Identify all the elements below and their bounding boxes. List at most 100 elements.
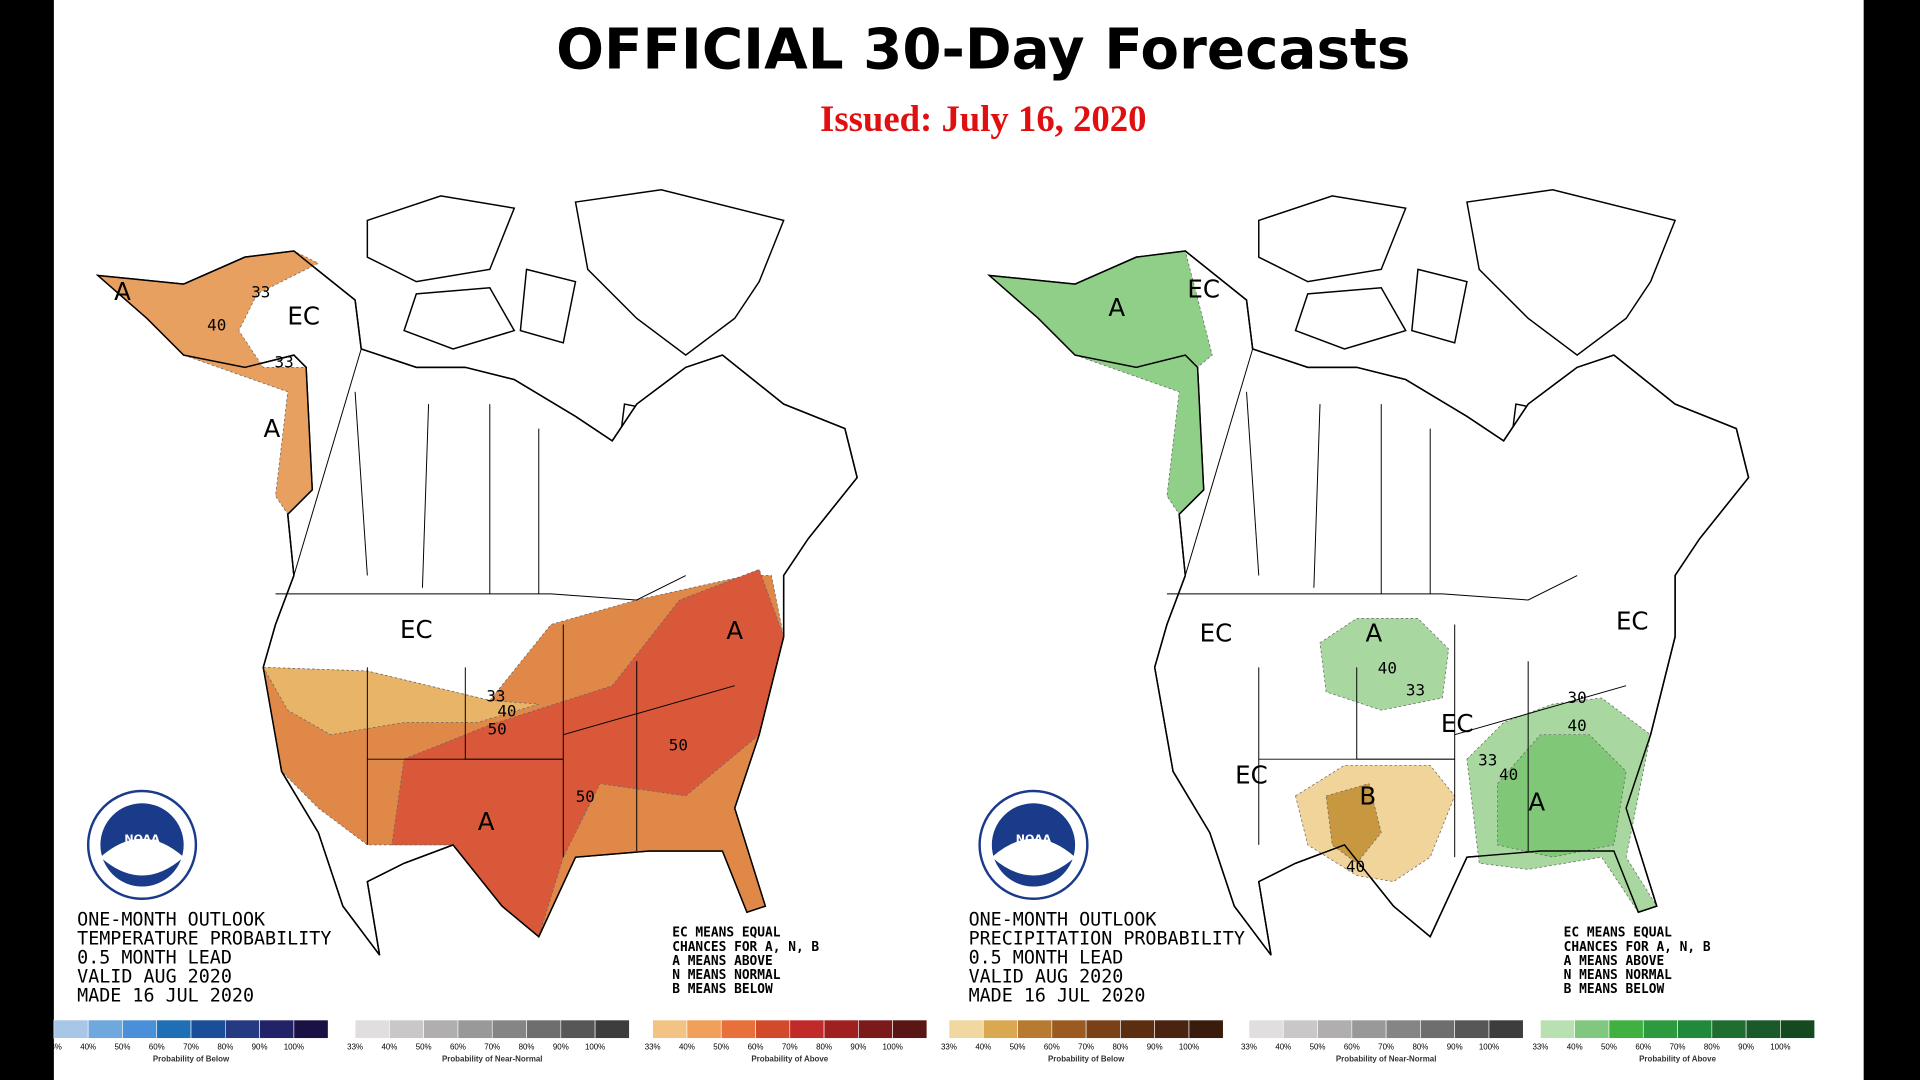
issued-date: Issued: July 16, 2020	[820, 98, 1146, 139]
contour-label: 40	[1499, 765, 1518, 784]
legend-tick: 33%	[941, 1042, 957, 1051]
legend-title: Probability of Near-Normal	[442, 1055, 543, 1064]
legend-tick: 33%	[46, 1042, 62, 1051]
contour-label: 40	[1568, 716, 1587, 735]
key-text: EC MEANS EQUAL	[1564, 926, 1673, 941]
legend-tick: 60%	[748, 1042, 764, 1051]
key-text: N MEANS NORMAL	[672, 968, 781, 983]
probability-area	[262, 666, 539, 736]
legend-swatch	[686, 1019, 722, 1039]
legend-swatch	[1608, 1019, 1644, 1039]
region-label: A	[1366, 619, 1383, 648]
legend-swatch	[1488, 1019, 1524, 1039]
legend-tick: 100%	[585, 1042, 605, 1051]
legend-swatch	[1351, 1019, 1387, 1039]
legend-swatch	[1711, 1019, 1747, 1039]
region-label: EC	[1235, 761, 1268, 790]
boundary	[1166, 575, 1578, 601]
legend-tick: 33%	[645, 1042, 661, 1051]
island	[366, 195, 516, 283]
legend-swatch	[1385, 1019, 1421, 1039]
legend-swatch	[122, 1019, 158, 1039]
legend-swatch	[1051, 1019, 1087, 1039]
legend-tick: 50%	[416, 1042, 432, 1051]
contour-label: 50	[488, 720, 507, 739]
outlook-info: VALID AUG 2020	[969, 967, 1124, 988]
legend-swatch	[389, 1019, 424, 1039]
legend-swatch	[892, 1019, 928, 1039]
legend-swatch	[982, 1019, 1018, 1039]
legend-title: Probability of Above	[1639, 1055, 1716, 1064]
contour-label: 40	[207, 316, 226, 335]
legend-swatch	[526, 1019, 562, 1039]
legend-swatch	[225, 1019, 260, 1039]
legend-tick: 50%	[1310, 1042, 1326, 1051]
logo-text: NOAA	[124, 832, 160, 845]
legend-tick: 60%	[1635, 1042, 1651, 1051]
legend-swatch	[1540, 1019, 1575, 1039]
contour-label: 40	[1378, 658, 1397, 677]
region-label: B	[1359, 781, 1376, 810]
legend-swatch	[1780, 1019, 1815, 1039]
key-text: A MEANS ABOVE	[672, 954, 773, 969]
outlook-info: MADE 16 JUL 2020	[969, 986, 1146, 1007]
legend-tick: 90%	[1147, 1042, 1163, 1051]
island	[1411, 268, 1468, 344]
legend-title: Probability of Near-Normal	[1336, 1055, 1437, 1064]
legend-swatch	[53, 1019, 89, 1039]
outlook-info: ONE-MONTH OUTLOOK	[969, 910, 1157, 931]
legend-tick: 60%	[1044, 1042, 1060, 1051]
probability-area	[1325, 783, 1382, 864]
boundary	[421, 404, 430, 588]
key-text: A MEANS ABOVE	[1564, 954, 1665, 969]
probability-area	[1319, 618, 1449, 711]
outlook-info: VALID AUG 2020	[77, 967, 232, 988]
key-text: N MEANS NORMAL	[1564, 968, 1673, 983]
greenland	[574, 189, 785, 357]
island	[1294, 286, 1407, 350]
outlook-info: TEMPERATURE PROBABILITY	[77, 929, 331, 950]
legend-tick: 50%	[1601, 1042, 1617, 1051]
legend-tick: 40%	[679, 1042, 695, 1051]
coastline	[95, 250, 858, 956]
legend-swatch	[1677, 1019, 1713, 1039]
legend-tick: 50%	[115, 1042, 131, 1051]
legend-swatch	[1454, 1019, 1490, 1039]
contour-label: 33	[1478, 750, 1497, 769]
key-text: CHANCES FOR A, N, B	[672, 940, 819, 955]
legend-tick: 70%	[782, 1042, 798, 1051]
region-label: A	[114, 277, 131, 306]
key-text: B MEANS BELOW	[1564, 982, 1665, 997]
legend-swatch	[1188, 1019, 1224, 1039]
legend-tick: 40%	[381, 1042, 397, 1051]
logo-wing	[100, 838, 184, 876]
boundary	[293, 348, 362, 576]
legend-tick: 33%	[1241, 1042, 1257, 1051]
legend-swatch	[789, 1019, 825, 1039]
legend-tick: 80%	[1412, 1042, 1428, 1051]
legend-tick: 80%	[519, 1042, 535, 1051]
legend-swatch	[1420, 1019, 1455, 1039]
legend-tick: 70%	[484, 1042, 500, 1051]
contour-label: 33	[486, 687, 505, 706]
legend-tick: 80%	[1112, 1042, 1128, 1051]
region-label: EC	[1616, 606, 1649, 635]
island	[1258, 195, 1407, 283]
legend-swatch	[1282, 1019, 1318, 1039]
legend-swatch	[156, 1019, 192, 1039]
boundary	[563, 685, 735, 736]
legend-swatch	[1317, 1019, 1353, 1039]
legend-swatch	[1248, 1019, 1284, 1039]
boundary	[354, 391, 368, 576]
contour-label: 40	[497, 701, 516, 720]
legend-tick: 100%	[1179, 1042, 1199, 1051]
contour-label: 40	[1346, 857, 1365, 876]
legend-swatch	[491, 1019, 527, 1039]
boundary	[1454, 685, 1627, 736]
legend-tick: 100%	[882, 1042, 902, 1051]
legend-swatch	[293, 1019, 329, 1039]
legend-title: Probability of Below	[153, 1055, 230, 1064]
